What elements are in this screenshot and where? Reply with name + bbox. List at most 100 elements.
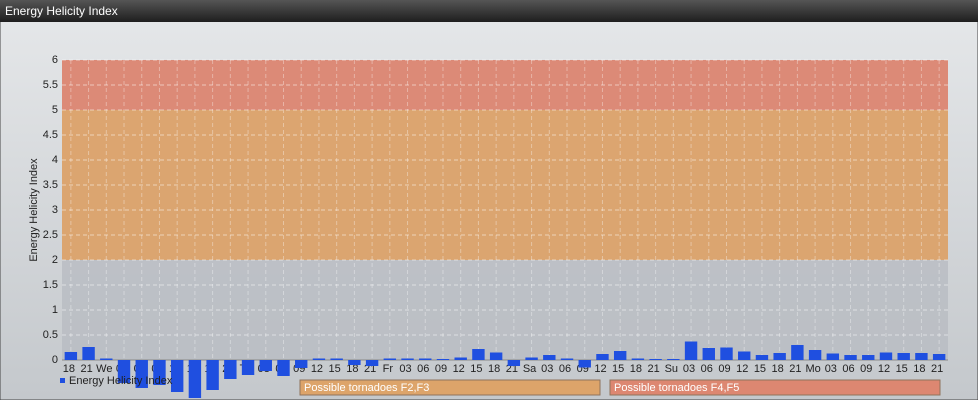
y-tick-label: 1 — [52, 304, 58, 316]
bar — [117, 360, 131, 383]
y-tick-label: 3.5 — [43, 179, 58, 191]
x-tick-label: Fr — [383, 363, 394, 375]
x-tick-label: 06 — [842, 363, 854, 375]
x-tick-label: 18 — [913, 363, 925, 375]
x-tick-label: 15 — [754, 363, 766, 375]
x-tick-label: 18 — [772, 363, 784, 375]
bar — [348, 360, 361, 365]
x-tick-label: 09 — [718, 363, 730, 375]
bar — [897, 353, 910, 360]
bar — [649, 359, 662, 360]
bar — [135, 360, 148, 388]
y-axis-label: Energy Helicity Index — [28, 158, 40, 262]
x-tick-label: 09 — [435, 363, 447, 375]
x-tick-label: 12 — [453, 363, 465, 375]
bar — [188, 360, 202, 398]
y-tick-label: 5 — [52, 104, 58, 116]
bar — [613, 351, 627, 360]
y-tick-label: 4.5 — [43, 129, 58, 141]
x-tick-label: 18 — [488, 363, 500, 375]
band-label-box — [299, 379, 601, 396]
x-tick-label: 21 — [789, 363, 801, 375]
x-tick-label: 15 — [470, 363, 482, 375]
title: Energy Helicity Index — [5, 4, 118, 18]
x-tick-label: 18 — [63, 363, 75, 375]
x-tick-label: 18 — [630, 363, 642, 375]
x-tick-label: 12 — [311, 363, 323, 375]
bar — [826, 353, 840, 360]
x-tick-label: 21 — [647, 363, 659, 375]
x-tick-label: 15 — [896, 363, 908, 375]
y-tick-label: 2.5 — [43, 229, 58, 241]
bar — [543, 355, 556, 360]
bar — [596, 354, 609, 360]
bar — [560, 358, 574, 360]
x-tick-label: 03 — [399, 363, 411, 375]
legend-label: Energy Helicity Index — [69, 375, 173, 387]
bar — [330, 358, 343, 360]
bar — [507, 360, 521, 366]
bar — [241, 360, 255, 375]
bar — [206, 360, 219, 390]
x-tick-label: 06 — [417, 363, 429, 375]
title-bar — [0, 0, 978, 22]
x-tick-label: 12 — [594, 363, 606, 375]
y-tick-label: 6 — [52, 54, 58, 66]
x-tick-label: 15 — [329, 363, 341, 375]
bar — [365, 360, 379, 366]
bar — [64, 352, 78, 360]
band-label: Possible tornadoes F4,F5 — [614, 382, 739, 394]
y-tick-label: 5.5 — [43, 79, 58, 91]
band-label-box — [609, 379, 941, 396]
y-tick-label: 2 — [52, 254, 58, 266]
bar — [738, 351, 751, 360]
bar — [277, 360, 290, 376]
x-tick-label: 21 — [80, 363, 92, 375]
bar — [401, 358, 414, 360]
bar — [808, 350, 822, 360]
bar — [436, 359, 450, 360]
bar — [578, 360, 591, 368]
bar — [667, 359, 680, 360]
bar — [631, 358, 645, 360]
x-tick-label: 03 — [683, 363, 695, 375]
x-tick-label: Su — [665, 363, 678, 375]
bar — [862, 355, 875, 360]
y-tick-label: 3 — [52, 204, 58, 216]
bar — [525, 357, 538, 360]
bar — [295, 360, 308, 368]
bar — [844, 355, 857, 360]
bar — [224, 360, 237, 379]
x-tick-label: 15 — [612, 363, 624, 375]
bar — [454, 357, 467, 360]
y-tick-label: 0 — [52, 354, 58, 366]
bar — [472, 349, 485, 360]
bar — [755, 355, 769, 360]
y-tick-label: 0.5 — [43, 329, 58, 341]
bar — [684, 341, 698, 360]
bar — [879, 352, 893, 360]
x-tick-label: 12 — [878, 363, 890, 375]
x-tick-label: 12 — [736, 363, 748, 375]
x-tick-label: 09 — [860, 363, 872, 375]
bar — [383, 358, 397, 360]
y-tick-label: 1.5 — [43, 279, 58, 291]
bar — [791, 345, 804, 360]
x-tick-label: 06 — [559, 363, 571, 375]
x-tick-label: 03 — [825, 363, 837, 375]
x-tick-label: 18 — [346, 363, 358, 375]
bar — [312, 358, 326, 360]
bar — [915, 353, 928, 360]
legend-swatch — [60, 378, 65, 383]
x-tick-label: 03 — [541, 363, 553, 375]
x-tick-label: 06 — [701, 363, 713, 375]
bar — [419, 358, 432, 360]
band-label: Possible tornadoes F2,F3 — [304, 382, 429, 394]
bar — [259, 360, 272, 371]
x-tick-label: Sa — [523, 363, 537, 375]
bar — [720, 347, 733, 360]
bar — [702, 348, 715, 360]
bar — [100, 358, 113, 360]
bar — [82, 347, 95, 360]
